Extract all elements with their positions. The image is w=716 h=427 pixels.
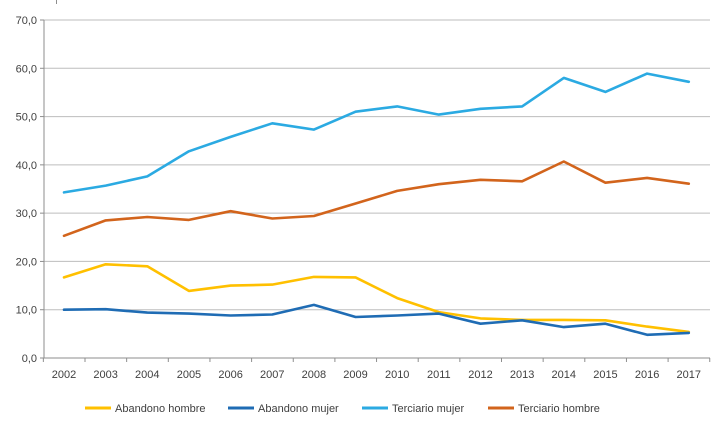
x-axis-label-2014: 2014 <box>552 369 576 381</box>
series-line-abandono-mujer <box>62 303 691 337</box>
x-axis-label-2009: 2009 <box>343 369 367 381</box>
legend-label-abandono-hombre: Abandono hombre <box>115 403 206 415</box>
x-axis-label-2008: 2008 <box>302 369 326 381</box>
x-axis-label-2007: 2007 <box>260 369 284 381</box>
y-axis-label-20,0: 20,0 <box>16 256 37 268</box>
x-axis-label-2012: 2012 <box>468 369 492 381</box>
series-line-abandono-hombre <box>62 262 691 334</box>
series-line-terciario-hombre <box>62 160 691 238</box>
y-axis-label-0,0: 0,0 <box>22 353 37 365</box>
x-axis-label-2004: 2004 <box>135 369 159 381</box>
y-axis-label-60,0: 60,0 <box>16 63 37 75</box>
y-axis-label-10,0: 10,0 <box>16 305 37 317</box>
x-axis-label-2011: 2011 <box>427 369 451 381</box>
x-axis-label-2002: 2002 <box>52 369 76 381</box>
y-axis-label-70,0: 70,0 <box>16 15 37 27</box>
x-axis-label-2003: 2003 <box>93 369 117 381</box>
legend-label-terciario-hombre: Terciario hombre <box>518 403 600 415</box>
x-axis-label-2016: 2016 <box>635 369 659 381</box>
y-axis-label-40,0: 40,0 <box>16 160 37 172</box>
legend-label-terciario-mujer: Terciario mujer <box>392 403 464 415</box>
x-axis-label-2017: 2017 <box>677 369 701 381</box>
x-axis-label-2015: 2015 <box>593 369 617 381</box>
x-axis-label-2013: 2013 <box>510 369 534 381</box>
x-axis-label-2005: 2005 <box>177 369 201 381</box>
x-axis-label-2006: 2006 <box>218 369 242 381</box>
legend-label-abandono-mujer: Abandono mujer <box>258 403 339 415</box>
x-axis-label-2010: 2010 <box>385 369 409 381</box>
y-axis-label-50,0: 50,0 <box>16 112 37 124</box>
series-line-terciario-mujer <box>62 72 691 194</box>
y-axis-label-30,0: 30,0 <box>16 208 37 220</box>
